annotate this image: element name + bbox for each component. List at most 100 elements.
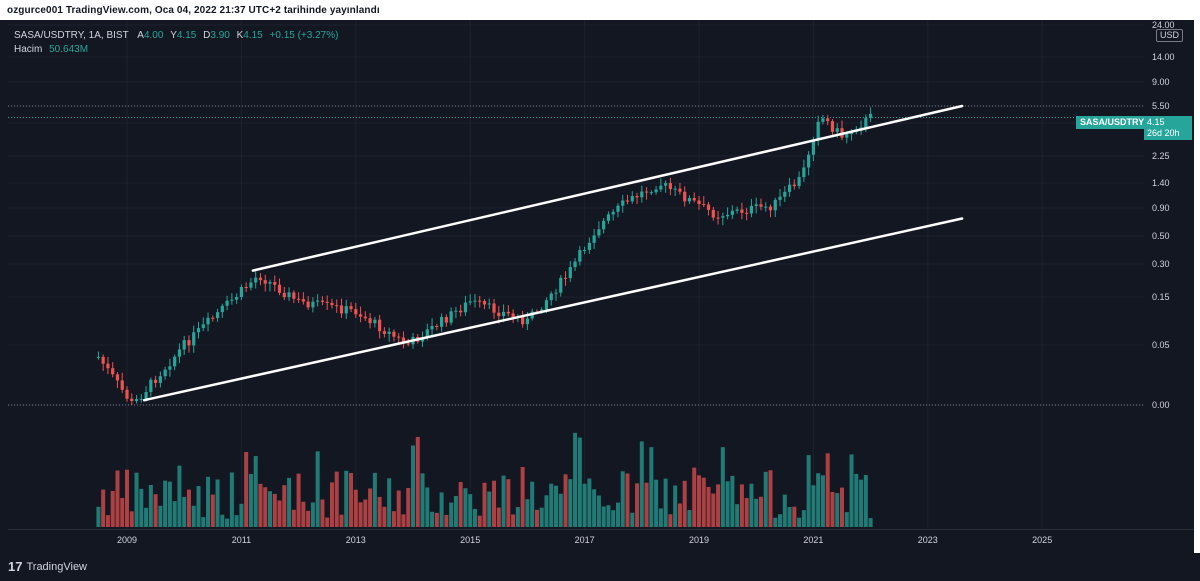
volume-bar [592,489,597,527]
candle-body [230,299,234,301]
candle-body [816,121,820,140]
volume-bar [496,507,501,527]
volume-bar [506,479,511,527]
volume-bar [563,474,568,527]
candle-body [640,191,644,198]
candle-body [544,300,549,310]
candle-body [664,183,668,186]
volume-bar [492,480,497,527]
volume-bar [754,498,759,527]
volume-bar [658,508,663,527]
candle-body [268,282,272,284]
candle-body [482,301,487,305]
price-tick-label: 9.00 [1152,77,1170,87]
right-margin [1194,20,1200,581]
price-tick-label: 24.00 [1152,20,1175,30]
candle-body [401,337,406,344]
candle-body [96,356,100,358]
candle-body [154,379,158,383]
low-label: D [203,30,211,41]
candle-body [673,188,677,190]
volume-bar [716,484,721,527]
volume-bar [611,510,616,527]
candle-body [282,292,286,298]
volume-bar [239,503,244,527]
candle-body [397,336,401,338]
high-label: Y [170,30,177,41]
volume-bar [701,477,706,527]
volume-bar [411,445,415,527]
open-value: 4.00 [143,30,164,41]
volume-bar [511,514,516,527]
candle-body [521,316,525,325]
candle-body [478,300,482,302]
volume-bar [268,491,272,527]
candle-body [249,282,253,288]
volume-bar [749,483,754,527]
candle-body [263,280,267,284]
time-tick-label: 2021 [803,535,823,545]
volume-bar [387,478,392,527]
candle-body [325,301,329,303]
candle-body [344,306,348,314]
volume-bar [315,451,320,527]
time-axis-labels: 2009 2011 2013 2015 2017 2019 2021 2023 2025 [117,535,1052,545]
candle-body [649,192,653,194]
candle-body [358,314,363,317]
volume-bar [186,489,191,527]
price-scale[interactable] [1144,20,1194,529]
volume-bar [820,475,825,527]
volume-bar [177,465,182,527]
candle-body [768,206,773,211]
candle-body [764,206,768,208]
volume-bar [377,496,382,527]
tradingview-logo[interactable]: 17 TradingView [8,559,87,574]
candle-body [611,211,615,215]
candle-body [220,305,224,313]
volume-label[interactable]: Hacim [14,44,43,55]
volume-bar [339,514,344,527]
candle-body [292,292,296,299]
time-axis[interactable] [8,529,1194,553]
volume-bar [282,485,287,527]
price-tick-label: 1.40 [1152,178,1170,188]
candle-body [730,210,734,215]
high-value: 4.15 [176,30,197,41]
candle-body [635,196,639,198]
volume-bar [639,441,644,527]
volume-bar [201,517,206,527]
price-tick-label: 14.00 [1152,52,1175,62]
candle-body [797,177,801,187]
candle-body [425,329,429,339]
candle-body [168,366,172,370]
candle-body [830,121,835,132]
close-value: 4.15 [243,30,263,41]
candle-body [778,196,782,200]
candle-body [864,117,868,128]
volume-bar [444,514,449,527]
candle-body [597,229,601,236]
candle-body [578,250,582,262]
volume-bar [739,484,744,527]
currency-badge[interactable]: USD [1156,29,1184,42]
publish-header: ozgurce001 TradingView.com, Oca 04, 2022… [0,0,1200,20]
candle-body [687,197,692,202]
volume-bar [606,505,611,527]
volume-bar [206,476,211,527]
volume-bars [96,432,873,527]
candle-body [301,299,305,302]
candle-body [559,277,563,293]
candle-body [459,310,463,313]
candle-body [821,118,825,122]
price-tick-label: 0.00 [1152,400,1170,410]
volume-bar [196,485,201,527]
candle-body [602,220,606,230]
volume-bar [778,514,783,527]
volume-bar [434,512,439,527]
volume-bar [615,502,620,527]
volume-bar [463,488,468,527]
volume-bar [372,472,377,527]
last-price-label: 4.15 26d 20h [1144,116,1192,140]
symbol-label[interactable]: SASA/USDTRY, 1A, BIST [14,30,129,41]
